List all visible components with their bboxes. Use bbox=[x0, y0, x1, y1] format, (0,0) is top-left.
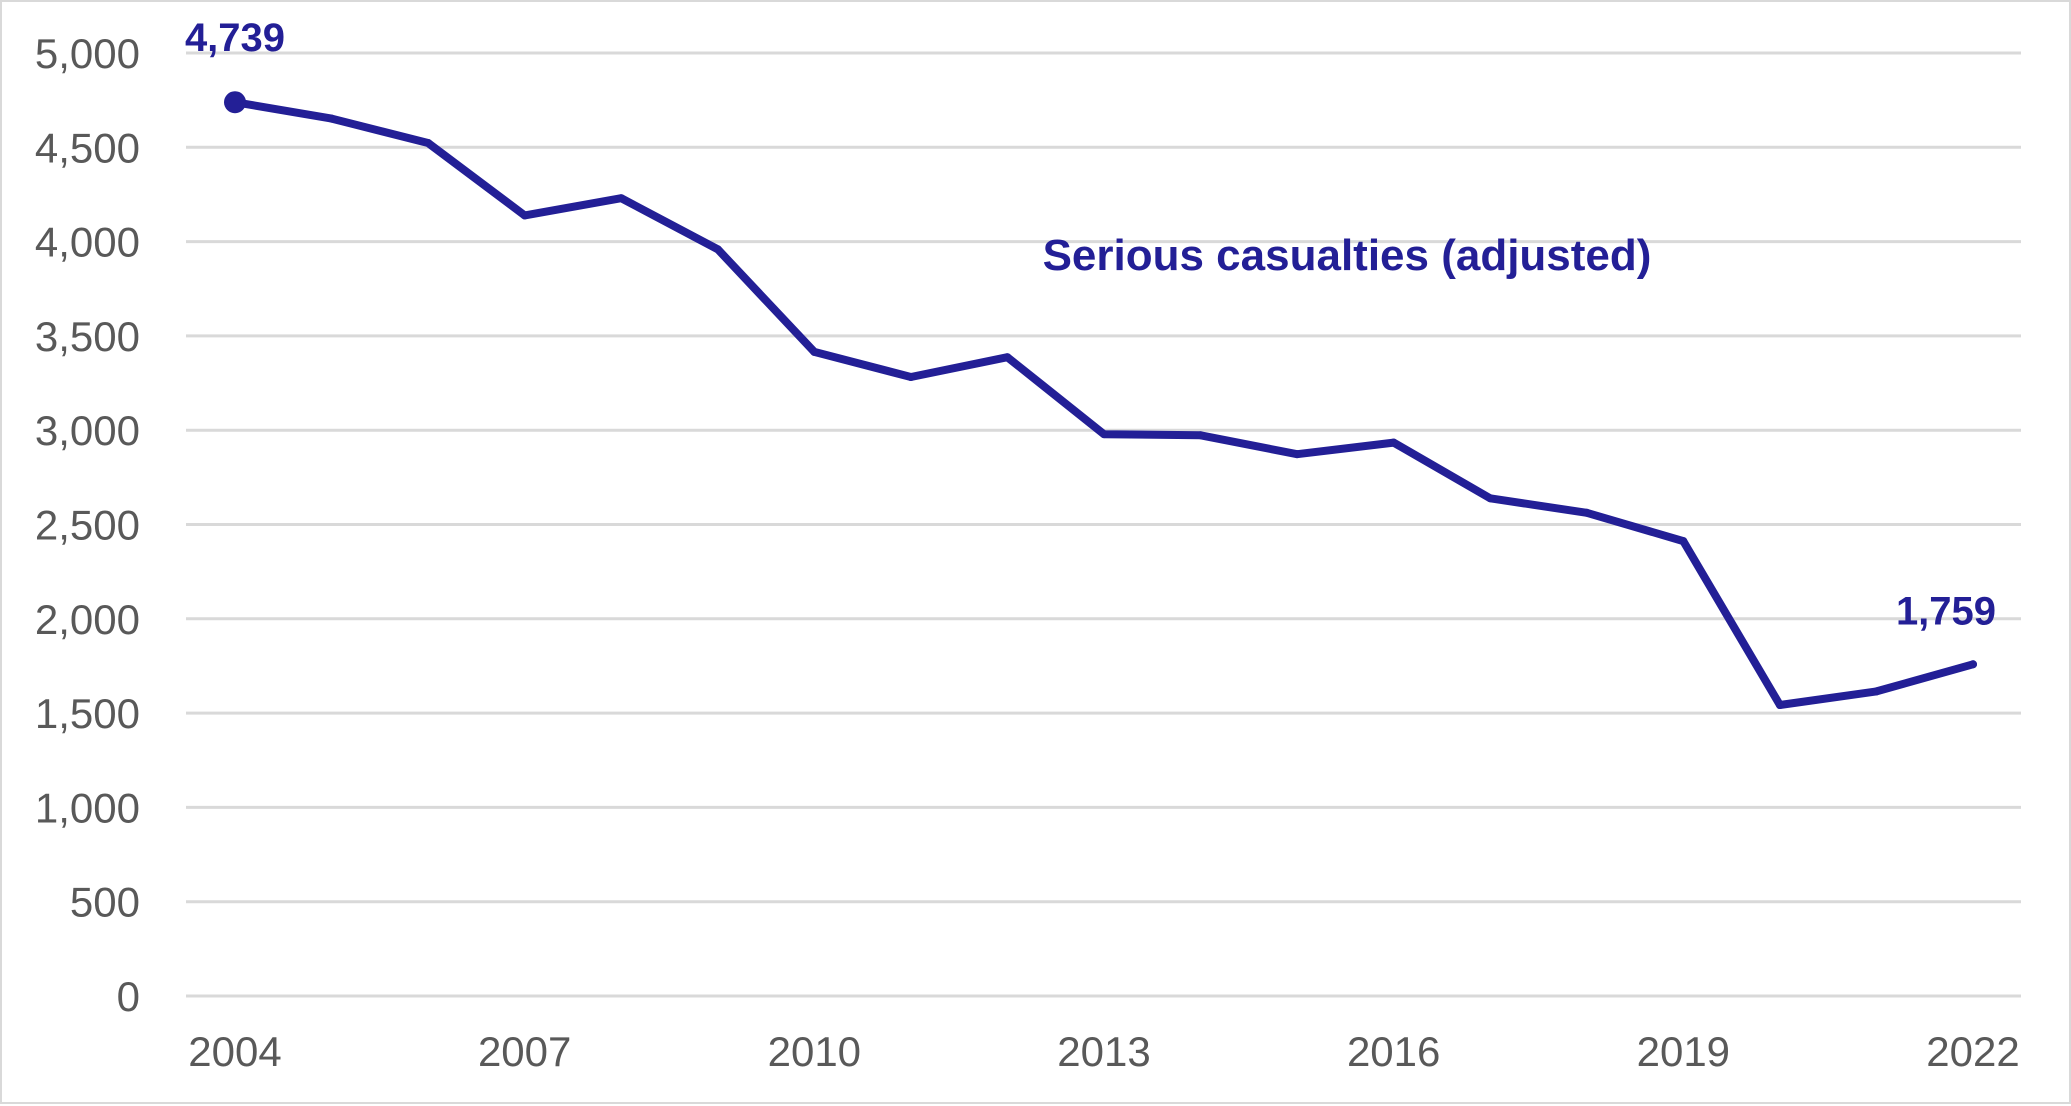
data-point-2007 bbox=[520, 211, 529, 220]
y-axis-ticks: 0 500 1,000 1,500 2,000 2,500 3,000 3,500 4,000 4… bbox=[35, 30, 140, 1020]
data-point-2009 bbox=[713, 245, 722, 254]
y-tick-label: 1,000 bbox=[35, 784, 140, 831]
y-tick-label: 4,000 bbox=[35, 219, 140, 266]
data-point-2010 bbox=[810, 347, 819, 356]
x-tick-label: 2019 bbox=[1637, 1028, 1730, 1075]
data-point-2019 bbox=[1679, 537, 1688, 546]
x-tick-label: 2022 bbox=[1926, 1028, 2019, 1075]
data-label-2004: 4,739 bbox=[185, 16, 285, 60]
y-tick-label: 2,500 bbox=[35, 502, 140, 549]
y-tick-label: 4,500 bbox=[35, 124, 140, 171]
data-point-2013 bbox=[1100, 430, 1108, 439]
data-point-2005 bbox=[327, 114, 336, 123]
y-tick-label: 0 bbox=[117, 973, 140, 1020]
data-point-2017 bbox=[1486, 494, 1495, 503]
x-tick-label: 2004 bbox=[188, 1028, 281, 1075]
data-point-2022 bbox=[1969, 660, 1977, 669]
x-tick-label: 2016 bbox=[1347, 1028, 1440, 1075]
data-point-2015 bbox=[1293, 450, 1302, 459]
x-tick-label: 2013 bbox=[1057, 1028, 1150, 1075]
series-line bbox=[231, 98, 1977, 709]
data-point-2011 bbox=[906, 373, 915, 382]
y-tick-label: 5,000 bbox=[35, 30, 140, 77]
data-point-2014 bbox=[1196, 431, 1205, 440]
data-point-2021 bbox=[1872, 687, 1881, 696]
y-tick-label: 3,500 bbox=[35, 313, 140, 360]
data-point-2006 bbox=[424, 138, 433, 147]
y-tick-label: 3,000 bbox=[35, 407, 140, 454]
x-tick-label: 2007 bbox=[478, 1028, 571, 1075]
series-label: Serious casualties (adjusted) bbox=[1043, 231, 1652, 280]
marker-2004 bbox=[224, 91, 246, 114]
gridlines bbox=[186, 51, 2021, 998]
data-point-2016 bbox=[1389, 438, 1398, 447]
data-point-2008 bbox=[617, 194, 626, 203]
data-label-2022: 1,759 bbox=[1896, 589, 1996, 633]
x-axis-ticks: 2004 2007 2010 2013 2016 2019 2022 bbox=[188, 1028, 2019, 1075]
data-point-2018 bbox=[1582, 508, 1591, 517]
data-point-2020 bbox=[1775, 700, 1784, 709]
x-tick-label: 2010 bbox=[768, 1028, 861, 1075]
annotations: 4,739 1,759 bbox=[185, 16, 1996, 633]
y-tick-label: 2,000 bbox=[35, 596, 140, 643]
data-point-2012 bbox=[1003, 353, 1012, 362]
y-tick-label: 500 bbox=[70, 879, 140, 926]
y-tick-label: 1,500 bbox=[35, 690, 140, 737]
